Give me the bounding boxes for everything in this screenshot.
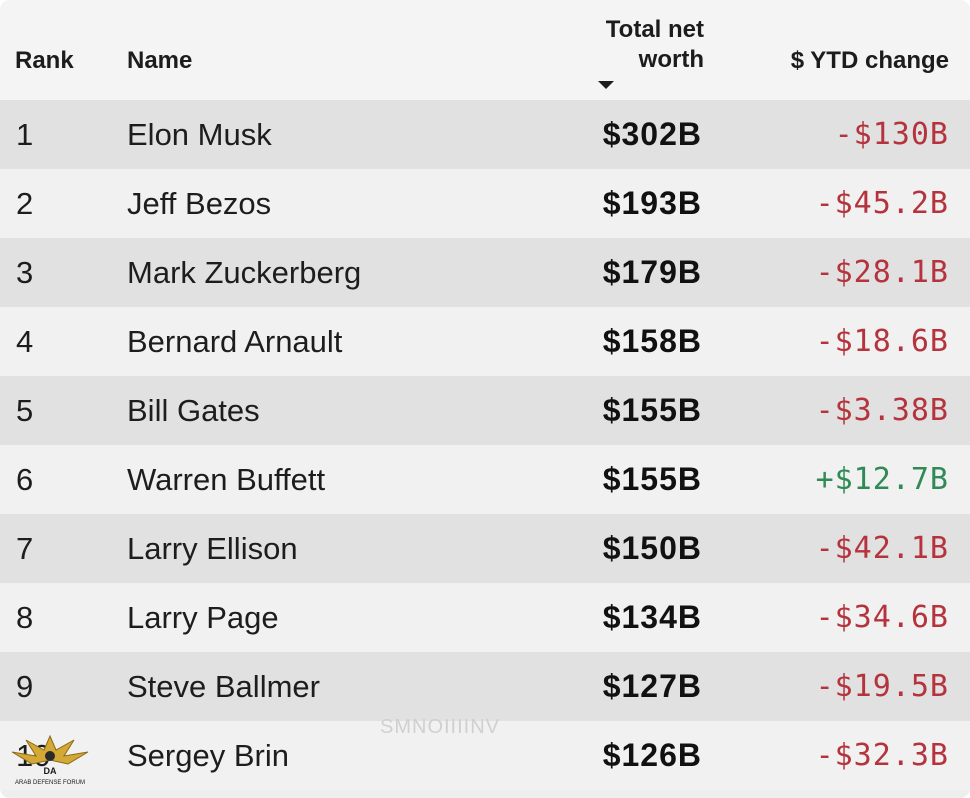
ytd-change-cell: -$34.6B xyxy=(815,600,949,635)
eagle-emblem-icon: DA ARAB DEFENSE FORUM xyxy=(11,734,89,786)
net-worth-cell: $302B xyxy=(602,116,702,152)
name-cell: Larry Page xyxy=(127,600,279,635)
rank-cell: 4 xyxy=(16,324,34,359)
header-total-net-worth-line2: worth xyxy=(638,46,704,73)
sort-descending-icon xyxy=(598,81,614,89)
net-worth-cell: $155B xyxy=(602,461,702,497)
name-cell: Elon Musk xyxy=(127,117,272,152)
table-header: Rank Name Total net worth $ YTD change xyxy=(0,0,970,100)
net-worth-cell: $126B xyxy=(602,737,702,773)
name-cell: Bernard Arnault xyxy=(127,324,343,359)
table-row[interactable]: 5 Bill Gates $155B -$3.38B xyxy=(0,376,970,445)
ytd-change-cell: +$12.7B xyxy=(815,462,949,497)
rank-cell: 2 xyxy=(16,186,34,221)
table-row[interactable]: 6 Warren Buffett $155B +$12.7B xyxy=(0,445,970,514)
header-name[interactable]: Name xyxy=(127,47,193,74)
rank-cell: 1 xyxy=(16,117,34,152)
rank-cell: 3 xyxy=(16,255,34,290)
net-worth-cell: $134B xyxy=(602,599,702,635)
forum-logo: DA ARAB DEFENSE FORUM xyxy=(4,730,96,796)
name-cell: Mark Zuckerberg xyxy=(127,255,362,290)
ytd-change-cell: -$28.1B xyxy=(815,255,949,290)
ytd-change-cell: -$32.3B xyxy=(815,738,949,773)
ytd-change-cell: -$45.2B xyxy=(815,186,949,221)
ytd-change-cell: -$18.6B xyxy=(815,324,949,359)
logo-caption: ARAB DEFENSE FORUM xyxy=(15,780,85,786)
net-worth-cell: $158B xyxy=(602,323,702,359)
header-total-net-worth[interactable]: Total net worth xyxy=(544,15,704,89)
table-row[interactable]: 4 Bernard Arnault $158B -$18.6B xyxy=(0,307,970,376)
ytd-change-cell: -$42.1B xyxy=(815,531,949,566)
table-row[interactable]: 1 Elon Musk $302B -$130B xyxy=(0,100,970,169)
table-row[interactable]: 10Sergey Brin$126B-$32.3B xyxy=(0,721,970,790)
name-cell: Larry Ellison xyxy=(127,531,298,566)
table-row[interactable]: 8 Larry Page $134B -$34.6B xyxy=(0,583,970,652)
rank-cell: 6 xyxy=(16,462,34,497)
header-ytd-change[interactable]: $ YTD change xyxy=(790,47,949,74)
ytd-change-cell: -$19.5B xyxy=(815,669,949,704)
table-body: 1 Elon Musk $302B -$130B 2 Jeff Bezos $193B -$4… xyxy=(0,100,970,790)
table-row[interactable]: 2 Jeff Bezos $193B -$45.2B xyxy=(0,169,970,238)
logo-initials: DA xyxy=(44,766,57,776)
net-worth-cell: $193B xyxy=(602,185,702,221)
name-cell: Sergey Brin xyxy=(127,738,289,773)
rank-cell: 7 xyxy=(16,531,34,566)
net-worth-cell: $127B xyxy=(602,668,702,704)
table-row[interactable]: 9 Steve Ballmer $127B -$19.5B xyxy=(0,652,970,721)
ytd-change-cell: -$3.38B xyxy=(815,393,949,428)
name-cell: Bill Gates xyxy=(127,393,260,428)
rank-cell: 8 xyxy=(16,600,34,635)
net-worth-cell: $179B xyxy=(602,254,702,290)
watermark-text: SMNOIIIINV xyxy=(380,716,501,738)
name-cell: Jeff Bezos xyxy=(127,186,272,221)
table-row[interactable]: 7 Larry Ellison $150B -$42.1B xyxy=(0,514,970,583)
rank-cell: 5 xyxy=(16,393,34,428)
header-total-net-worth-line1: Total net xyxy=(605,16,704,43)
net-worth-cell: $155B xyxy=(602,392,702,428)
ytd-change-cell: -$130B xyxy=(834,117,949,152)
name-cell: Warren Buffett xyxy=(127,462,326,497)
table-row[interactable]: 3 Mark Zuckerberg $179B -$28.1B xyxy=(0,238,970,307)
net-worth-cell: $150B xyxy=(602,530,702,566)
header-rank[interactable]: Rank xyxy=(15,47,74,74)
rank-cell: 9 xyxy=(16,669,34,704)
name-cell: Steve Ballmer xyxy=(127,669,320,704)
